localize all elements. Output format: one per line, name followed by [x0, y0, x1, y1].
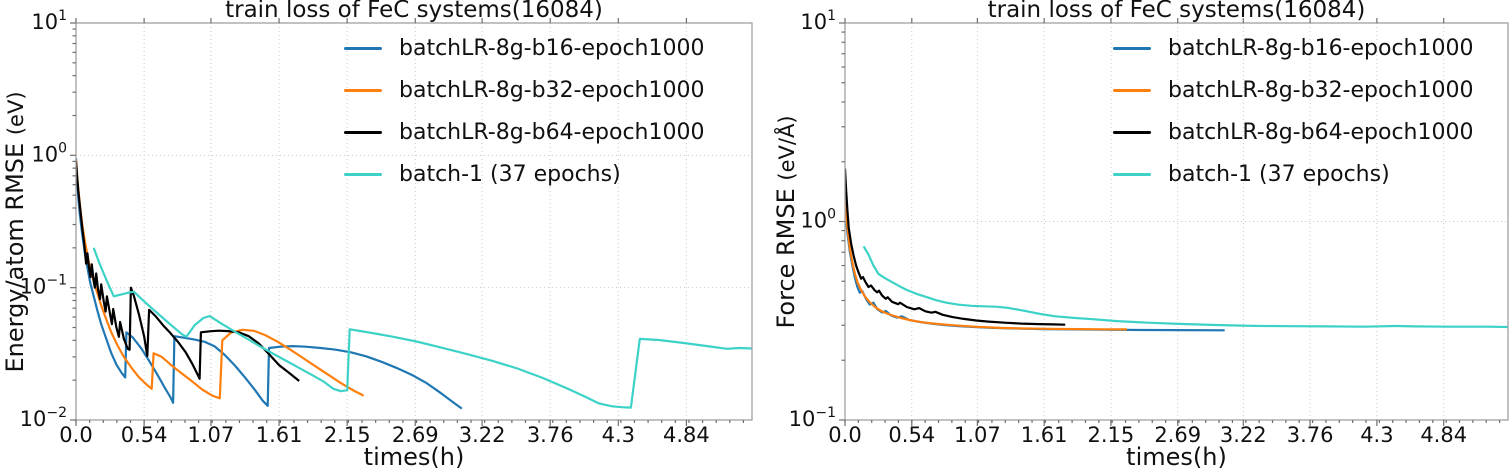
series-line-batch-1 (37 epochs) [92, 247, 752, 409]
series-group [76, 158, 752, 410]
x-tick-label: 0.0 [828, 423, 861, 447]
plot-area-left: 0.0 0.54 1.07 1.61 2.15 2.69 3.22 3.76 4.3 4.84 10… [20, 8, 753, 447]
y-tick-label: 10−2 [20, 405, 67, 431]
series-line-batchLR-8g-b64-epoch1000 [845, 168, 1066, 326]
legend-item-label: batchLR-8g-b16-epoch1000 [1168, 35, 1474, 61]
axis-ticks [70, 18, 745, 426]
x-tick-labels: 0.0 0.54 1.07 1.61 2.15 2.69 3.22 3.76 4.3 4.84 [828, 423, 1467, 447]
left-y-axis-label-units: (eV) [4, 91, 28, 136]
right-y-axis-label-units: (eV/Å) [775, 115, 799, 181]
legend-line-swatch [344, 172, 382, 176]
legend-item-label: batch-1 (37 epochs) [1168, 161, 1390, 187]
right-x-axis-label: times(h) [1126, 443, 1227, 471]
left-plot-title: train loss of FeC systems(16084) [225, 0, 603, 23]
x-tick-label: 2.69 [1154, 423, 1201, 447]
x-tick-label: 0.54 [888, 423, 935, 447]
legend-item: batch-1 (37 epochs) [344, 153, 705, 195]
series-line-batchLR-8g-b32-epoch1000 [76, 160, 365, 400]
x-tick-label: 4.3 [1360, 423, 1393, 447]
left-x-axis-label: times(h) [363, 443, 465, 471]
axis-ticks [839, 18, 1501, 426]
x-tick-label: 0.0 [59, 423, 92, 447]
y-tick-label: 101 [800, 8, 836, 34]
x-tick-label: 1.07 [188, 423, 235, 447]
legend-item: batchLR-8g-b16-epoch1000 [1113, 27, 1474, 69]
series-line-batch-1 (37 epochs) [862, 245, 1508, 329]
right-y-axis-label: Force RMSE (eV/Å) [772, 115, 800, 328]
x-tick-label: 2.15 [324, 423, 371, 447]
legend-item: batchLR-8g-b16-epoch1000 [344, 27, 705, 69]
legend-item-label: batchLR-8g-b32-epoch1000 [1168, 77, 1474, 103]
x-tick-label: 3.22 [459, 423, 506, 447]
y-tick-labels: 101 100 10−1 10−2 [20, 8, 67, 431]
legend-item: batchLR-8g-b32-epoch1000 [344, 69, 705, 111]
x-tick-label: 3.22 [1220, 423, 1267, 447]
legend-item: batchLR-8g-b32-epoch1000 [1113, 69, 1474, 111]
x-tick-label: 4.84 [663, 423, 710, 447]
legend-line-swatch [344, 46, 382, 50]
x-tick-label: 2.69 [392, 423, 439, 447]
legend-item: batchLR-8g-b64-epoch1000 [1113, 111, 1474, 153]
left-y-axis-label-main: Energy/atom RMSE [1, 142, 29, 373]
legend-item-label: batchLR-8g-b64-epoch1000 [1168, 119, 1474, 145]
y-tick-label: 10−1 [20, 273, 67, 299]
legend-line-swatch [344, 88, 382, 92]
legend-item: batch-1 (37 epochs) [1113, 153, 1474, 195]
legend-item-label: batchLR-8g-b64-epoch1000 [399, 119, 705, 145]
y-tick-label: 100 [31, 140, 67, 166]
y-tick-label: 100 [800, 207, 836, 233]
legend-line-swatch [1113, 130, 1151, 134]
y-tick-label: 10−1 [789, 405, 836, 431]
series-line-batchLR-8g-b64-epoch1000 [76, 161, 300, 382]
legend-line-swatch [1113, 88, 1151, 92]
series-line-batchLR-8g-b32-epoch1000 [845, 202, 1128, 331]
legend-item-label: batchLR-8g-b32-epoch1000 [399, 77, 705, 103]
legend-item: batchLR-8g-b64-epoch1000 [344, 111, 705, 153]
legend-item-label: batchLR-8g-b16-epoch1000 [399, 35, 705, 61]
x-tick-labels: 0.0 0.54 1.07 1.61 2.15 2.69 3.22 3.76 4.3 4.84 [59, 423, 709, 447]
series-group [845, 168, 1508, 332]
right-plot-title: train loss of FeC systems(16084) [987, 0, 1366, 23]
x-tick-label: 3.76 [527, 423, 574, 447]
plot-area-right: 0.0 0.54 1.07 1.61 2.15 2.69 3.22 3.76 4.3 4.84 10… [789, 8, 1509, 447]
y-tick-label: 101 [31, 8, 67, 34]
x-tick-label: 4.3 [602, 423, 635, 447]
x-tick-label: 3.76 [1287, 423, 1334, 447]
left-plot-legend: batchLR-8g-b16-epoch1000 batchLR-8g-b32-… [344, 27, 705, 195]
right-y-axis-label-main: Force RMSE [772, 188, 800, 329]
x-tick-label: 1.07 [954, 423, 1001, 447]
left-y-axis-label: Energy/atom RMSE (eV) [1, 91, 29, 372]
y-tick-labels: 101 100 10−1 [789, 8, 836, 431]
x-tick-label: 0.54 [121, 423, 168, 447]
x-tick-label: 1.61 [256, 423, 303, 447]
x-tick-label: 1.61 [1021, 423, 1068, 447]
x-tick-label: 2.15 [1088, 423, 1135, 447]
legend-item-label: batch-1 (37 epochs) [399, 161, 621, 187]
legend-line-swatch [344, 130, 382, 134]
legend-line-swatch [1113, 172, 1151, 176]
right-plot-legend: batchLR-8g-b16-epoch1000 batchLR-8g-b32-… [1113, 27, 1474, 195]
x-tick-label: 4.84 [1420, 423, 1467, 447]
axes-spines [75, 22, 753, 421]
legend-line-swatch [1113, 46, 1151, 50]
